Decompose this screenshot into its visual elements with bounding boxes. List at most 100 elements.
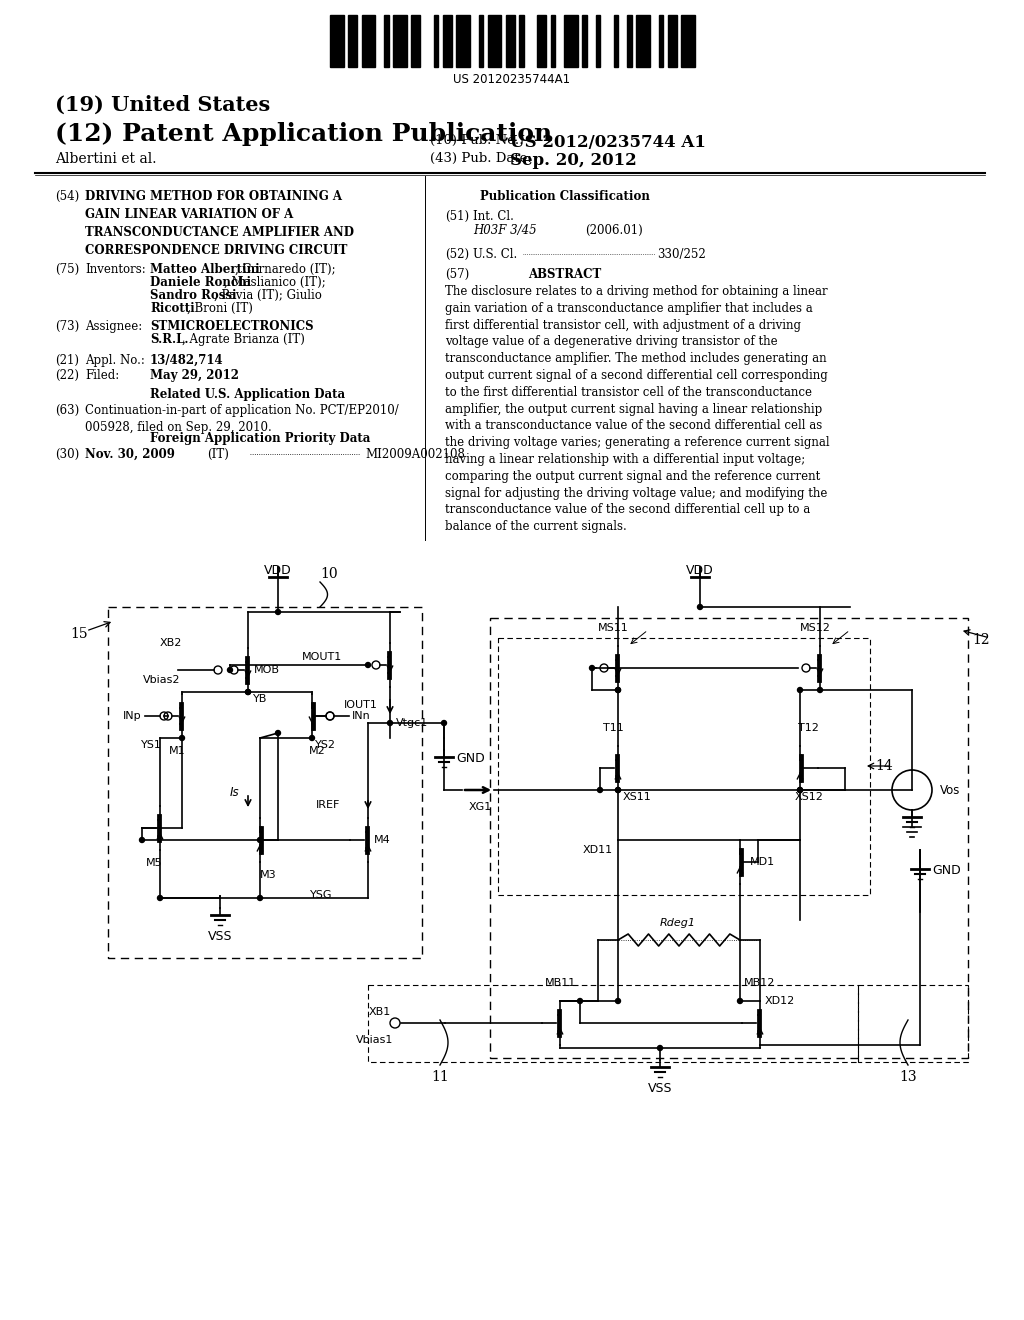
- Text: Related U.S. Application Data: Related U.S. Application Data: [150, 388, 345, 401]
- Text: Is: Is: [230, 785, 240, 799]
- Bar: [627, 15, 632, 67]
- Text: Albertini et al.: Albertini et al.: [55, 152, 157, 166]
- Text: S.R.L.: S.R.L.: [150, 333, 188, 346]
- Text: M3: M3: [260, 870, 276, 880]
- Circle shape: [578, 998, 583, 1003]
- Text: US 2012/0235744 A1: US 2012/0235744 A1: [510, 135, 706, 150]
- Bar: [668, 15, 677, 67]
- Text: (19) United States: (19) United States: [55, 95, 270, 115]
- Text: May 29, 2012: May 29, 2012: [150, 370, 239, 381]
- Text: T11: T11: [603, 723, 624, 733]
- Text: MD1: MD1: [750, 857, 775, 867]
- Text: M5: M5: [145, 858, 163, 869]
- Bar: [537, 15, 546, 67]
- Text: (63): (63): [55, 404, 79, 417]
- Text: Foreign Application Priority Data: Foreign Application Priority Data: [150, 432, 371, 445]
- Text: T12: T12: [798, 723, 818, 733]
- Bar: [478, 15, 483, 67]
- Circle shape: [158, 895, 163, 900]
- Text: YS2: YS2: [315, 741, 336, 750]
- Text: VSS: VSS: [648, 1082, 672, 1096]
- Text: (2006.01): (2006.01): [585, 224, 643, 238]
- Text: XD11: XD11: [583, 845, 613, 855]
- Text: VDD: VDD: [264, 564, 292, 577]
- Text: Vtgc1: Vtgc1: [396, 718, 428, 729]
- Text: , Cornaredo (IT);: , Cornaredo (IT);: [234, 263, 336, 276]
- Text: 10: 10: [319, 568, 338, 581]
- Text: (75): (75): [55, 263, 79, 276]
- Bar: [519, 15, 523, 67]
- Text: Inventors:: Inventors:: [85, 263, 145, 276]
- Text: STMICROELECTRONICS: STMICROELECTRONICS: [150, 319, 313, 333]
- Text: 330/252: 330/252: [657, 248, 706, 261]
- Text: Int. Cl.: Int. Cl.: [473, 210, 514, 223]
- Circle shape: [590, 665, 595, 671]
- Text: , Agrate Brianza (IT): , Agrate Brianza (IT): [182, 333, 305, 346]
- Bar: [564, 15, 578, 67]
- Bar: [393, 15, 407, 67]
- Text: Vos: Vos: [940, 784, 961, 796]
- Text: US 20120235744A1: US 20120235744A1: [454, 73, 570, 86]
- Circle shape: [615, 788, 621, 792]
- Text: Nov. 30, 2009: Nov. 30, 2009: [85, 447, 175, 461]
- Bar: [433, 15, 438, 67]
- Bar: [361, 15, 375, 67]
- Circle shape: [798, 788, 803, 792]
- Text: VSS: VSS: [208, 931, 232, 942]
- Text: 14: 14: [874, 759, 893, 774]
- Circle shape: [387, 721, 392, 726]
- Text: M2: M2: [308, 746, 326, 756]
- Text: MS12: MS12: [800, 623, 830, 634]
- Bar: [411, 15, 420, 67]
- Text: XD12: XD12: [765, 997, 796, 1006]
- Text: VDD: VDD: [686, 564, 714, 577]
- Text: (43) Pub. Date:: (43) Pub. Date:: [430, 152, 531, 165]
- Text: 13/482,714: 13/482,714: [150, 354, 223, 367]
- Text: Vbias1: Vbias1: [356, 1035, 393, 1045]
- Text: MOB: MOB: [254, 665, 280, 675]
- Text: XB2: XB2: [160, 638, 182, 648]
- Text: MS11: MS11: [598, 623, 629, 634]
- Circle shape: [257, 895, 262, 900]
- Text: Rdeg1: Rdeg1: [660, 917, 696, 928]
- Text: DRIVING METHOD FOR OBTAINING A
GAIN LINEAR VARIATION OF A
TRANSCONDUCTANCE AMPLI: DRIVING METHOD FOR OBTAINING A GAIN LINE…: [85, 190, 354, 257]
- Text: The disclosure relates to a driving method for obtaining a linear
gain variation: The disclosure relates to a driving meth…: [445, 285, 829, 533]
- Text: Assignee:: Assignee:: [85, 319, 142, 333]
- Circle shape: [246, 689, 251, 694]
- Circle shape: [309, 735, 314, 741]
- Text: (57): (57): [445, 268, 469, 281]
- Bar: [613, 15, 618, 67]
- Circle shape: [798, 788, 803, 792]
- Bar: [681, 15, 694, 67]
- Text: YB: YB: [253, 694, 267, 704]
- Text: , Broni (IT): , Broni (IT): [187, 302, 253, 315]
- Text: GND: GND: [932, 863, 961, 876]
- Text: 15: 15: [70, 627, 88, 642]
- Text: Publication Classification: Publication Classification: [480, 190, 650, 203]
- Text: MB12: MB12: [744, 978, 776, 987]
- Bar: [506, 15, 514, 67]
- Bar: [658, 15, 663, 67]
- Text: Ricotti: Ricotti: [150, 302, 195, 315]
- Circle shape: [657, 1045, 663, 1051]
- Text: ABSTRACT: ABSTRACT: [528, 268, 602, 281]
- Circle shape: [441, 721, 446, 726]
- Text: (54): (54): [55, 190, 79, 203]
- Text: 11: 11: [431, 1071, 449, 1084]
- Circle shape: [227, 668, 232, 672]
- Bar: [456, 15, 469, 67]
- Text: INn: INn: [352, 711, 371, 721]
- Text: (73): (73): [55, 319, 79, 333]
- Text: XS11: XS11: [623, 792, 651, 803]
- Text: Continuation-in-part of application No. PCT/EP2010/
005928, filed on Sep. 29, 20: Continuation-in-part of application No. …: [85, 404, 398, 434]
- Circle shape: [817, 688, 822, 693]
- Circle shape: [366, 663, 371, 668]
- Circle shape: [798, 688, 803, 693]
- Text: (10) Pub. No.:: (10) Pub. No.:: [430, 135, 523, 147]
- Bar: [551, 15, 555, 67]
- Bar: [348, 15, 357, 67]
- Bar: [596, 15, 600, 67]
- Circle shape: [139, 837, 144, 842]
- Text: , Maslianico (IT);: , Maslianico (IT);: [224, 276, 326, 289]
- Bar: [636, 15, 649, 67]
